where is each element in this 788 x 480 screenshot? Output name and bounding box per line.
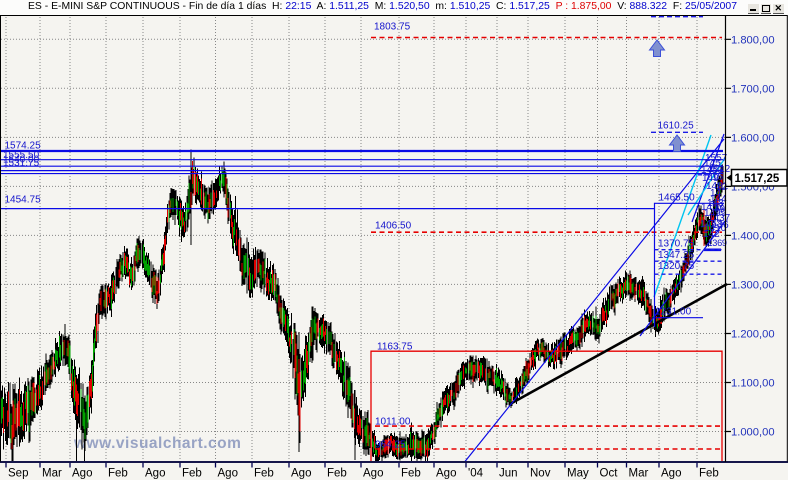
svg-text:14: 14 [710, 188, 722, 199]
svg-text:Ago: Ago [436, 468, 456, 480]
svg-text:May: May [567, 468, 589, 480]
svg-text:1803.75: 1803.75 [374, 22, 411, 33]
svg-text:1481: 1481 [706, 181, 729, 192]
svg-text:1531.75: 1531.75 [3, 158, 40, 169]
svg-text:Ago: Ago [218, 468, 238, 480]
svg-text:1370.75: 1370.75 [658, 239, 695, 250]
svg-text:Sep: Sep [8, 468, 28, 480]
svg-text:1.000,00: 1.000,00 [731, 427, 775, 439]
svg-text:1557: 1557 [705, 153, 728, 164]
svg-text:1512: 1512 [708, 164, 731, 175]
svg-text:1163.75: 1163.75 [377, 342, 413, 353]
svg-text:1.800,00: 1.800,00 [731, 34, 775, 46]
svg-text:143: 143 [707, 198, 724, 209]
svg-text:1.600,00: 1.600,00 [731, 132, 775, 144]
svg-text:1.100,00: 1.100,00 [731, 378, 775, 390]
svg-text:Ago: Ago [291, 468, 311, 480]
svg-text:Ago: Ago [72, 468, 92, 480]
svg-text:Mar: Mar [42, 468, 62, 480]
svg-text:1437: 1437 [708, 213, 731, 224]
svg-text:49: 49 [714, 204, 726, 215]
svg-text:1454.75: 1454.75 [5, 195, 42, 206]
svg-text:1555.50: 1555.50 [3, 150, 40, 161]
svg-text:1.200,00: 1.200,00 [731, 329, 775, 341]
svg-text:1453: 1453 [701, 202, 724, 213]
svg-text:1.400,00: 1.400,00 [731, 230, 775, 242]
svg-text:142: 142 [703, 229, 720, 240]
svg-text:'04: '04 [468, 468, 484, 480]
svg-text:www.visualchart.com: www.visualchart.com [73, 435, 241, 452]
svg-text:1453: 1453 [701, 165, 724, 176]
svg-text:Oct: Oct [600, 468, 619, 480]
svg-text:Ago: Ago [363, 468, 383, 480]
svg-text:Feb: Feb [327, 468, 347, 480]
svg-text:1231.00: 1231.00 [655, 307, 692, 318]
svg-text:Mar: Mar [629, 468, 649, 480]
svg-text:1574.25: 1574.25 [5, 140, 42, 151]
svg-text:Feb: Feb [108, 468, 128, 480]
svg-text:1410: 1410 [704, 223, 727, 234]
svg-text:Feb: Feb [182, 468, 202, 480]
svg-text:1499: 1499 [704, 208, 727, 219]
svg-text:15: 15 [712, 172, 724, 183]
svg-text:1.517,25: 1.517,25 [735, 173, 780, 185]
svg-text:Feb: Feb [699, 468, 719, 480]
svg-text:144: 144 [710, 194, 727, 205]
svg-text:1.300,00: 1.300,00 [731, 279, 775, 291]
svg-text:1011.00: 1011.00 [375, 417, 411, 428]
svg-text:Feb: Feb [401, 468, 421, 480]
svg-text:1453: 1453 [700, 219, 723, 230]
svg-text:Ago: Ago [145, 468, 165, 480]
svg-text:1540.00: 1540.00 [3, 155, 40, 166]
svg-text:12: 12 [716, 182, 728, 193]
svg-text:Nov: Nov [530, 468, 551, 480]
svg-text:1610.25: 1610.25 [658, 121, 695, 132]
svg-text:1406.50: 1406.50 [375, 221, 412, 232]
svg-text:149: 149 [702, 173, 719, 184]
svg-text:1347.25: 1347.25 [658, 250, 695, 261]
svg-text:964.25: 964.25 [375, 440, 406, 451]
svg-text:145: 145 [704, 158, 721, 169]
svg-text:1.700,00: 1.700,00 [731, 83, 775, 95]
svg-text:1465.50: 1465.50 [659, 192, 696, 203]
svg-text:136: 136 [712, 220, 729, 231]
svg-text:1320.75: 1320.75 [658, 261, 695, 272]
svg-text:Jun: Jun [499, 468, 518, 480]
svg-text:Feb: Feb [254, 468, 274, 480]
svg-text:Ago: Ago [661, 468, 681, 480]
svg-text:1369: 1369 [708, 238, 727, 248]
